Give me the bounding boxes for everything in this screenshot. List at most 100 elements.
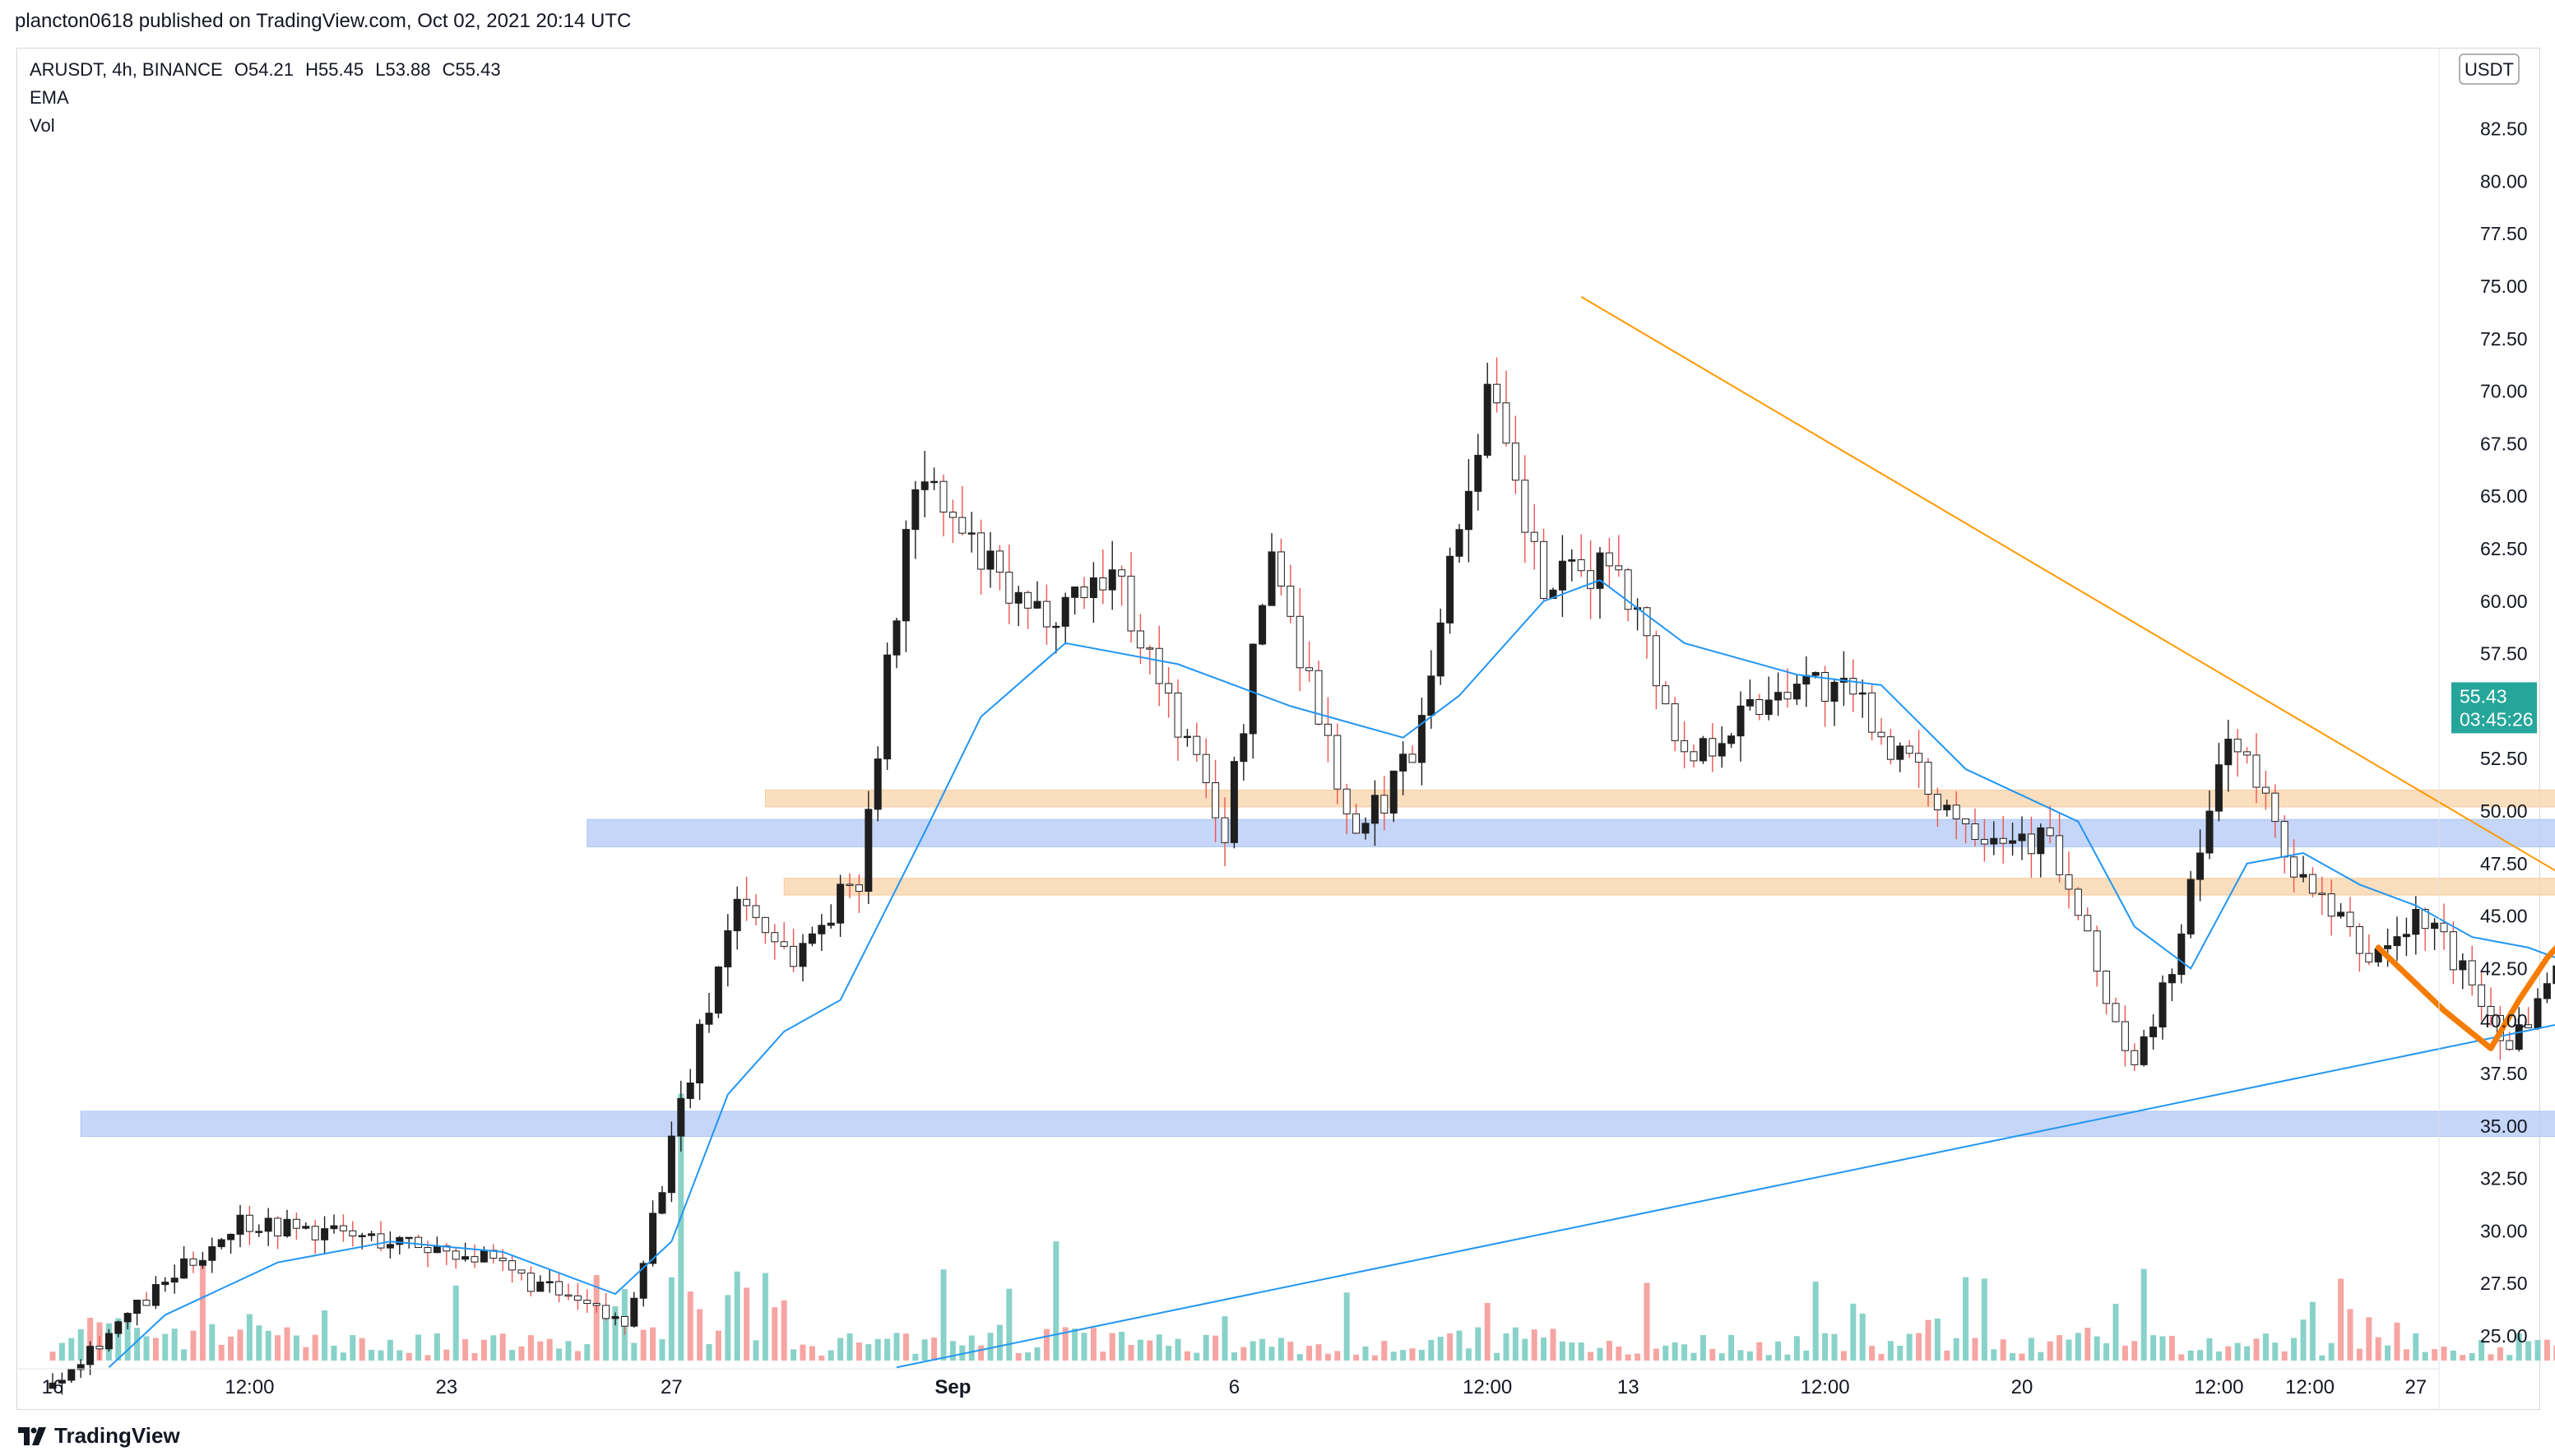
- candle-up[interactable]: [1370, 795, 1379, 824]
- candle-up[interactable]: [1811, 671, 1820, 676]
- candle-down[interactable]: [1540, 540, 1548, 600]
- candle-down[interactable]: [2271, 792, 2279, 823]
- candle-up[interactable]: [396, 1236, 404, 1245]
- candle-down[interactable]: [1783, 692, 1792, 700]
- candle-up[interactable]: [58, 1379, 66, 1384]
- candle-up[interactable]: [217, 1239, 225, 1248]
- candle-up[interactable]: [1990, 837, 1998, 845]
- legend-symbol-row[interactable]: ARUSDT, 4h, BINANCE O54.21 H55.45 L53.88…: [30, 56, 508, 84]
- candle-down[interactable]: [1933, 794, 1941, 811]
- candle-down[interactable]: [471, 1256, 479, 1263]
- candle-down[interactable]: [555, 1281, 563, 1296]
- candle-up[interactable]: [77, 1364, 85, 1370]
- candle-up[interactable]: [536, 1282, 545, 1292]
- candle-down[interactable]: [752, 905, 760, 918]
- candle-up[interactable]: [461, 1256, 470, 1260]
- candle-down[interactable]: [142, 1300, 151, 1306]
- candle-up[interactable]: [104, 1333, 113, 1350]
- candle-down[interactable]: [1849, 678, 1857, 695]
- candle-up[interactable]: [386, 1244, 394, 1249]
- candle-up[interactable]: [1052, 625, 1060, 628]
- candle-up[interactable]: [1568, 559, 1576, 562]
- candle-up[interactable]: [180, 1258, 188, 1279]
- candle-up[interactable]: [1249, 643, 1257, 735]
- candle-up[interactable]: [837, 883, 845, 924]
- candle-down[interactable]: [1005, 572, 1013, 604]
- candle-up[interactable]: [667, 1135, 675, 1194]
- candle-up[interactable]: [677, 1097, 685, 1137]
- candle-down[interactable]: [2121, 1021, 2129, 1051]
- candle-up[interactable]: [368, 1233, 376, 1236]
- candle-up[interactable]: [255, 1231, 263, 1233]
- candle-up[interactable]: [696, 1023, 704, 1084]
- candle-down[interactable]: [1511, 443, 1519, 481]
- candle-down[interactable]: [2487, 1005, 2495, 1016]
- candle-down[interactable]: [1118, 569, 1126, 577]
- candle-up[interactable]: [1399, 754, 1407, 772]
- candle-up[interactable]: [799, 943, 807, 967]
- candle-up[interactable]: [433, 1245, 441, 1254]
- candle-down[interactable]: [1174, 692, 1182, 738]
- candle-down[interactable]: [2478, 984, 2486, 1007]
- candle-down[interactable]: [2065, 874, 2073, 890]
- candle-down[interactable]: [1755, 698, 1764, 716]
- candle-up[interactable]: [1417, 715, 1426, 763]
- candle-up[interactable]: [2337, 911, 2345, 917]
- candle-down[interactable]: [1624, 569, 1632, 610]
- candle-down[interactable]: [1212, 782, 1220, 818]
- candle-down[interactable]: [1905, 745, 1913, 754]
- candle-up[interactable]: [227, 1233, 235, 1240]
- candle-down[interactable]: [311, 1226, 319, 1240]
- candle-down[interactable]: [2327, 893, 2335, 917]
- blue-zone[interactable]: [80, 1111, 2555, 1138]
- candle-down[interactable]: [1342, 788, 1351, 814]
- candle-up[interactable]: [902, 529, 910, 622]
- candle-down[interactable]: [1962, 818, 1970, 825]
- candle-down[interactable]: [846, 883, 854, 886]
- candle-down[interactable]: [189, 1258, 197, 1266]
- candle-down[interactable]: [939, 480, 948, 513]
- candle-up[interactable]: [2515, 1024, 2523, 1050]
- candle-down[interactable]: [2525, 1024, 2533, 1028]
- candle-up[interactable]: [1483, 383, 1491, 456]
- candle-down[interactable]: [2440, 922, 2448, 933]
- candle-down[interactable]: [1924, 762, 1932, 795]
- candle-up[interactable]: [2177, 933, 2186, 976]
- candle-up[interactable]: [1071, 587, 1079, 598]
- candle-up[interactable]: [114, 1321, 123, 1334]
- candle-down[interactable]: [274, 1217, 282, 1237]
- candle-down[interactable]: [1305, 667, 1314, 671]
- candle-down[interactable]: [2112, 1003, 2120, 1022]
- candle-down[interactable]: [1587, 570, 1595, 589]
- candle-up[interactable]: [302, 1226, 310, 1229]
- candle-down[interactable]: [2290, 856, 2298, 878]
- candle-down[interactable]: [1530, 531, 1538, 542]
- candle-down[interactable]: [2318, 893, 2326, 895]
- candle-up[interactable]: [1427, 675, 1435, 716]
- candle-up[interactable]: [1033, 600, 1041, 609]
- candle-down[interactable]: [95, 1346, 104, 1350]
- candle-down[interactable]: [1662, 685, 1670, 705]
- candle-down[interactable]: [292, 1218, 300, 1229]
- candle-up[interactable]: [2037, 827, 2045, 855]
- candle-down[interactable]: [1315, 670, 1323, 725]
- candle-down[interactable]: [1652, 635, 1660, 687]
- candle-down[interactable]: [1136, 630, 1144, 649]
- candle-down[interactable]: [498, 1258, 507, 1262]
- candle-up[interactable]: [1436, 622, 1444, 677]
- candle-down[interactable]: [377, 1233, 385, 1249]
- candle-up[interactable]: [1774, 692, 1783, 701]
- blue-zone[interactable]: [587, 818, 2555, 847]
- candle-up[interactable]: [1361, 823, 1370, 834]
- candle-up[interactable]: [1240, 733, 1248, 763]
- candle-up[interactable]: [170, 1277, 179, 1283]
- candle-down[interactable]: [743, 898, 751, 907]
- candle-up[interactable]: [2553, 965, 2555, 985]
- candle-up[interactable]: [1014, 591, 1022, 604]
- candle-down[interactable]: [602, 1305, 610, 1319]
- candle-up[interactable]: [649, 1213, 657, 1264]
- candle-up[interactable]: [133, 1300, 141, 1315]
- candle-down[interactable]: [1408, 754, 1417, 763]
- candle-up[interactable]: [686, 1083, 694, 1099]
- candle-down[interactable]: [2421, 909, 2429, 930]
